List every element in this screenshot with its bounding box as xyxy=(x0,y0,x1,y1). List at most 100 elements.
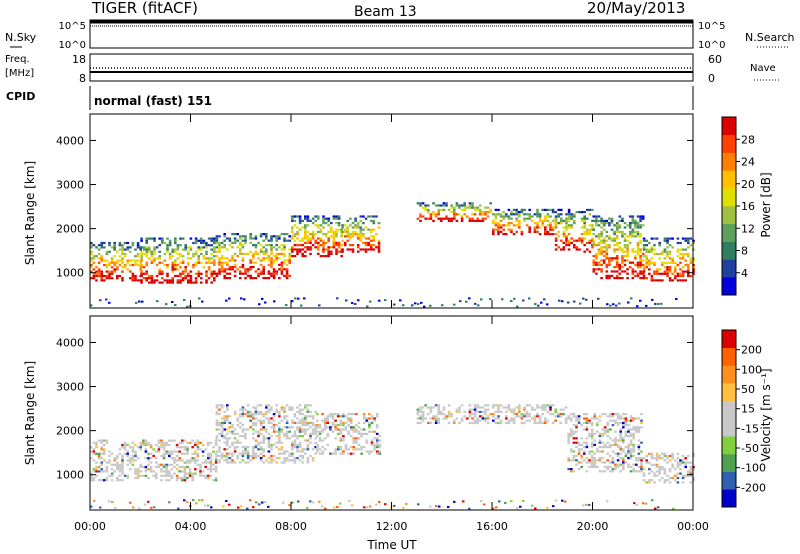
data-cell xyxy=(600,263,603,266)
data-cell xyxy=(226,448,229,451)
data-cell xyxy=(600,246,603,249)
data-cell xyxy=(349,435,353,438)
data-cell xyxy=(516,507,519,510)
data-cell xyxy=(113,248,116,251)
data-cell xyxy=(497,213,500,216)
data-cell xyxy=(207,257,211,260)
data-cell xyxy=(634,274,637,277)
data-cell xyxy=(515,230,518,233)
data-cell xyxy=(210,252,213,256)
data-cell xyxy=(321,428,324,431)
data-cell xyxy=(355,437,358,440)
data-cell xyxy=(515,413,518,416)
data-cell xyxy=(145,261,148,264)
data-cell xyxy=(605,266,609,269)
data-cell xyxy=(671,261,674,264)
data-cell xyxy=(175,446,179,449)
data-cell xyxy=(588,452,591,455)
data-cell xyxy=(218,413,221,416)
data-cell xyxy=(241,428,245,431)
data-cell xyxy=(613,230,616,233)
data-cell xyxy=(689,465,693,469)
data-cell xyxy=(372,235,376,238)
data-cell xyxy=(304,250,307,253)
data-cell xyxy=(129,259,132,262)
data-cell xyxy=(181,255,185,258)
data-cell xyxy=(336,413,340,416)
data-cell xyxy=(533,228,537,231)
data-cell xyxy=(183,461,187,464)
data-cell xyxy=(536,415,539,418)
data-cell xyxy=(598,439,602,442)
data-cell xyxy=(554,226,558,229)
data-cell xyxy=(628,215,632,218)
data-cell xyxy=(317,241,320,244)
data-cell xyxy=(419,215,422,218)
data-cell xyxy=(327,252,330,255)
data-cell xyxy=(359,230,363,233)
data-cell xyxy=(275,252,278,255)
data-cell xyxy=(369,244,373,247)
data-cell xyxy=(632,470,635,473)
data-cell xyxy=(327,250,330,253)
data-cell xyxy=(336,505,339,508)
data-cell xyxy=(605,274,609,277)
data-cell xyxy=(575,211,579,214)
data-cell xyxy=(360,428,363,431)
data-cell xyxy=(239,426,242,429)
data-cell xyxy=(195,502,198,505)
data-cell xyxy=(207,468,210,471)
data-cell xyxy=(629,454,633,457)
data-cell xyxy=(270,244,273,247)
data-cell xyxy=(611,424,615,427)
data-cell xyxy=(149,443,153,447)
data-cell xyxy=(270,248,273,251)
data-cell xyxy=(168,279,172,282)
data-cell xyxy=(621,235,624,238)
data-cell xyxy=(166,279,169,282)
data-cell xyxy=(239,421,242,424)
data-cell xyxy=(616,413,620,416)
data-cell xyxy=(252,237,255,240)
data-cell xyxy=(609,465,612,468)
data-cell xyxy=(283,426,286,429)
data-cell xyxy=(528,228,531,231)
data-cell xyxy=(187,272,190,275)
data-cell xyxy=(610,274,614,277)
data-cell xyxy=(314,437,317,440)
data-cell xyxy=(616,465,620,468)
data-cell xyxy=(267,439,271,442)
data-cell xyxy=(489,208,492,211)
data-cell xyxy=(567,435,570,438)
data-cell xyxy=(602,224,606,227)
data-cell xyxy=(663,459,667,462)
data-cell xyxy=(316,448,319,451)
data-cell xyxy=(590,421,594,424)
data-cell xyxy=(194,281,198,284)
data-cell xyxy=(554,237,558,240)
data-cell xyxy=(355,430,358,433)
data-cell xyxy=(583,428,586,431)
data-cell xyxy=(655,470,659,473)
data-cell xyxy=(168,454,171,458)
data-cell xyxy=(259,259,263,262)
data-cell xyxy=(536,213,539,216)
data-cell xyxy=(658,472,661,475)
data-cell xyxy=(188,472,192,475)
data-cell xyxy=(375,215,378,218)
data-cell xyxy=(507,228,511,231)
data-cell xyxy=(252,432,255,435)
data-cell xyxy=(215,274,219,277)
data-cell xyxy=(215,450,219,453)
data-cell xyxy=(306,237,310,240)
data-cell xyxy=(375,452,379,455)
data-cell xyxy=(658,257,661,260)
data-cell xyxy=(134,248,137,251)
data-cell xyxy=(252,244,255,247)
data-cell xyxy=(233,259,237,262)
data-cell xyxy=(549,233,552,236)
data-cell xyxy=(577,452,581,455)
data-cell xyxy=(201,454,205,458)
data-cell xyxy=(272,277,276,280)
data-cell xyxy=(494,404,498,407)
